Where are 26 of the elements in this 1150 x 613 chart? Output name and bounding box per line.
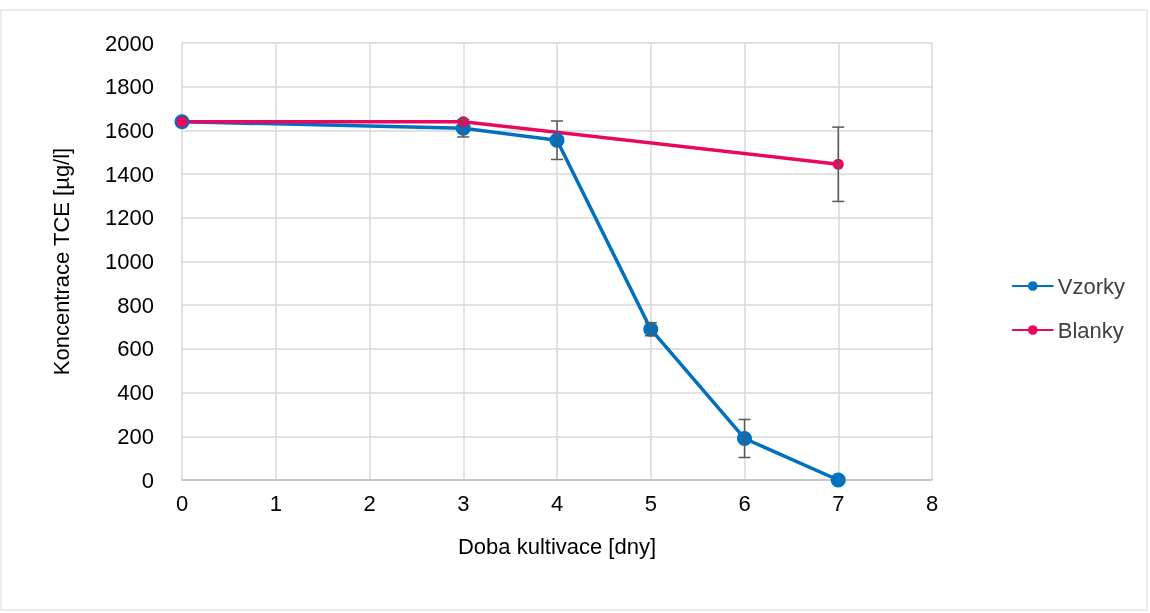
x-tick-label: 5 bbox=[644, 490, 657, 516]
point bbox=[830, 472, 846, 488]
x-tick-label: 0 bbox=[175, 490, 189, 516]
x-tick-label: 6 bbox=[738, 490, 751, 516]
y-tick-label: 800 bbox=[117, 292, 154, 318]
x-tick-label: 8 bbox=[925, 490, 939, 516]
legend-label: Blanky bbox=[1057, 317, 1124, 343]
x-tick-label: 7 bbox=[832, 490, 845, 516]
x-tick-label: 3 bbox=[457, 490, 470, 516]
x-tick-label: 2 bbox=[363, 490, 376, 516]
y-tick-label: 1600 bbox=[105, 117, 154, 143]
legend-label: Vzorky bbox=[1057, 273, 1126, 299]
y-tick-label: 2000 bbox=[105, 30, 154, 56]
y-tick-label: 200 bbox=[117, 423, 154, 449]
x-axis-title: Doba kultivace [dny] bbox=[457, 533, 657, 559]
y-tick-label: 0 bbox=[141, 467, 154, 493]
y-tick-label: 1400 bbox=[105, 161, 154, 187]
y-tick-label: 1200 bbox=[105, 205, 154, 231]
x-tick-label: 4 bbox=[550, 490, 564, 516]
y-axis-title: Koncentrace TCE [µg/l] bbox=[48, 147, 74, 376]
point bbox=[737, 430, 752, 446]
y-tick-label: 400 bbox=[117, 380, 154, 406]
y-tick-label: 600 bbox=[117, 336, 154, 362]
y-tick-label: 1800 bbox=[105, 74, 154, 100]
y-tick-label: 1000 bbox=[105, 249, 154, 274]
x-tick-label: 1 bbox=[269, 490, 282, 516]
